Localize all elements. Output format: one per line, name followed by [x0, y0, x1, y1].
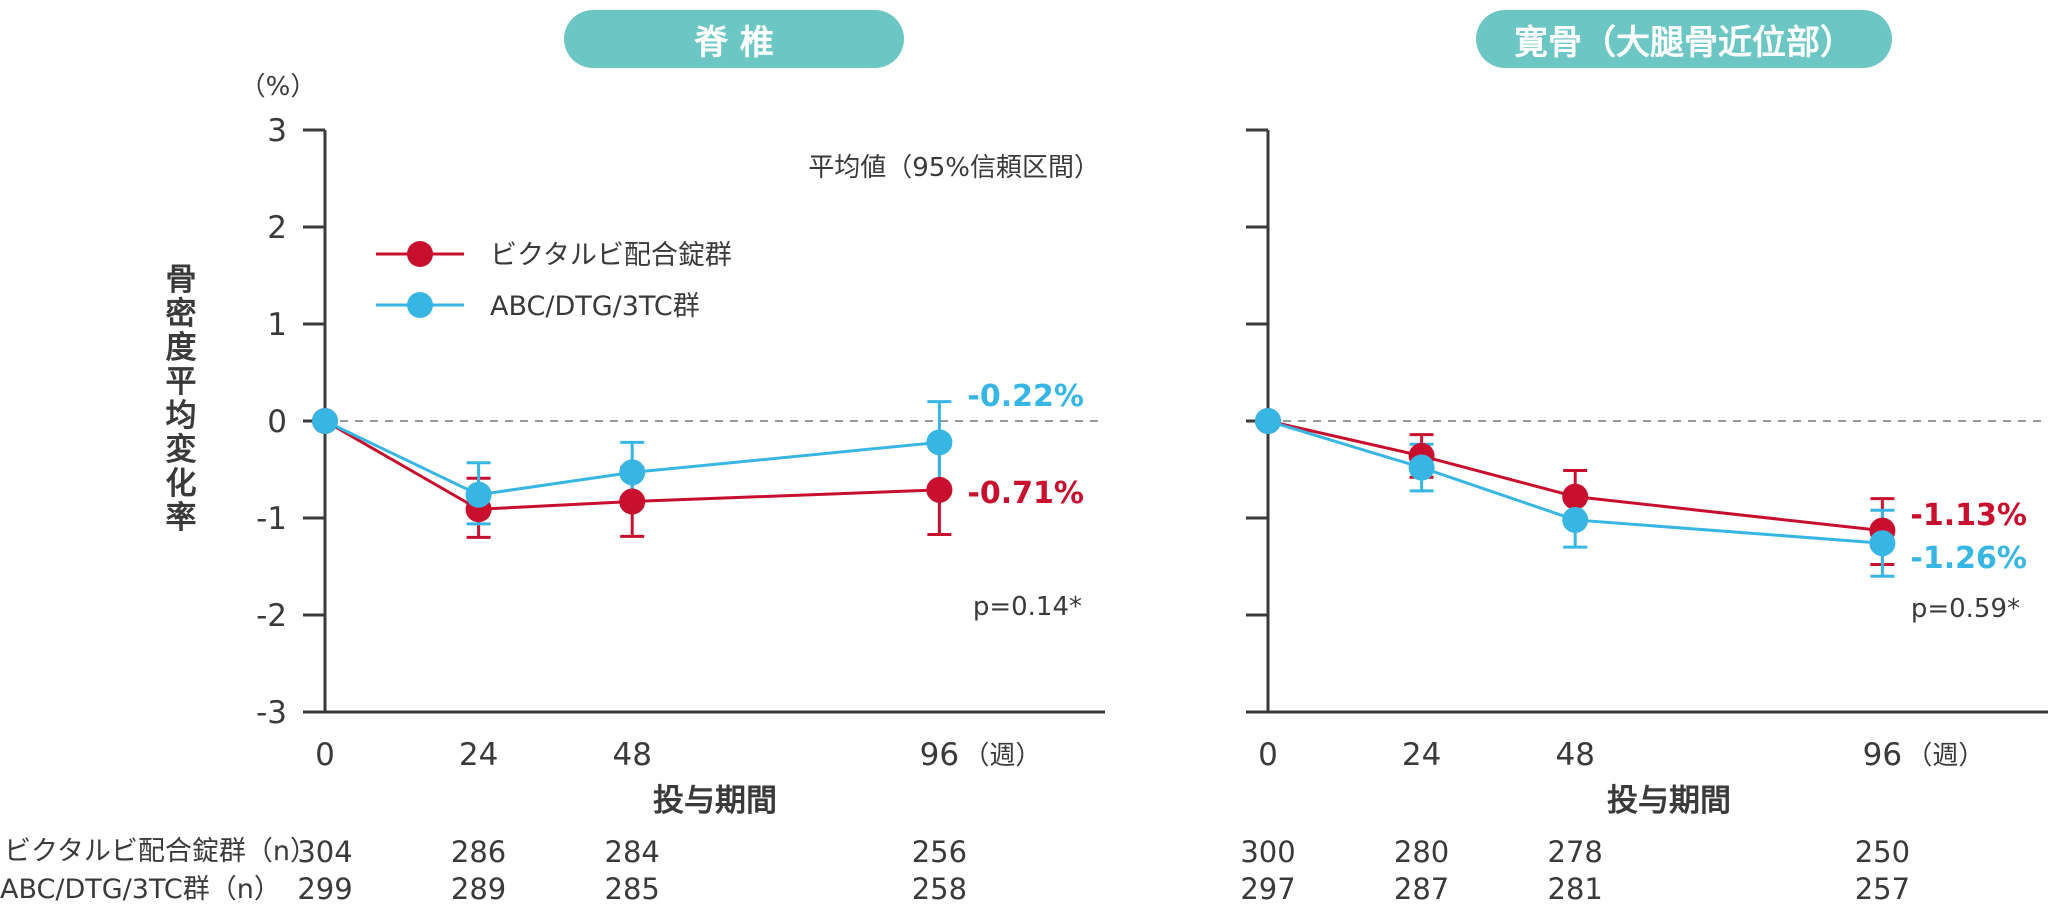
panel1-title-pill — [564, 10, 904, 68]
panel1-end-label-abc: -0.22% — [967, 379, 1084, 414]
panel2-p-value: p=0.59* — [1911, 594, 2020, 624]
panel1-y-tick-label: 3 — [267, 113, 287, 149]
legend-label-abc: ABC/DTG/3TC群 — [490, 291, 700, 322]
y-axis-unit: （%） — [240, 72, 317, 102]
panel2-title-pill — [1476, 10, 1892, 68]
n-row-label-bik: ビクタルビ配合錠群（n） — [4, 836, 317, 867]
panel1-n-at-risk-value: 286 — [451, 835, 506, 869]
panel1-y-tick-label: -2 — [256, 598, 287, 634]
panel2-x-tick-label: 96 — [1863, 737, 1902, 773]
panel2-point-abc — [1562, 506, 1589, 533]
panel2-n-at-risk-value: 300 — [1240, 835, 1295, 869]
panel1-line-bik — [324, 419, 940, 511]
panel1-x-tick-label: 48 — [612, 737, 651, 773]
panel2-x-tick-label: 24 — [1402, 737, 1441, 773]
panel2-point-abc — [1869, 530, 1896, 557]
y-axis-title-char: 密 — [166, 296, 197, 332]
panel2-n-at-risk-value: 278 — [1548, 835, 1603, 869]
panel1-point-abc — [312, 408, 338, 434]
n-row-label-abc: ABC/DTG/3TC群（n） — [0, 874, 281, 905]
panel1-n-at-risk-value: 289 — [451, 872, 506, 906]
legend-label-bik: ビクタルビ配合錠群 — [490, 240, 732, 271]
panel1-point-bik — [619, 488, 646, 515]
panel1-end-label-bik: -0.71% — [967, 476, 1084, 511]
panel1-n-at-risk-value: 304 — [297, 835, 352, 869]
y-axis-title-char: 変 — [166, 432, 197, 468]
panel1-x-tick-label: 24 — [459, 737, 498, 773]
panel1-n-at-risk-value: 284 — [605, 835, 660, 869]
panel2-n-at-risk-value: 297 — [1240, 872, 1295, 906]
panel2-x-unit: （週） — [1906, 741, 1984, 771]
panel1-y-tick-label: 2 — [267, 210, 287, 246]
panel2-n-at-risk-value: 281 — [1548, 872, 1603, 906]
panel2-point-bik — [1562, 483, 1589, 510]
panel1-x-tick-label: 96 — [920, 737, 959, 773]
panel2-n-at-risk-value: 250 — [1855, 835, 1910, 869]
panel1-point-abc — [619, 459, 646, 486]
panel2-line-abc — [1267, 419, 1883, 545]
y-axis-title-char: 率 — [166, 500, 197, 536]
panel2-n-at-risk-value: 280 — [1394, 835, 1449, 869]
panel1-p-value: p=0.14* — [973, 592, 1082, 622]
panel2-line-bik — [1267, 419, 1883, 533]
legend-note: 平均値（95%信頼区間） — [808, 153, 1100, 183]
panel1-x-unit: （週） — [963, 741, 1041, 771]
panel2-point-abc — [1255, 408, 1281, 434]
panel1-point-abc — [465, 481, 492, 508]
y-axis-title-char: 平 — [166, 364, 197, 400]
panel1-x-tick-label: 0 — [315, 737, 335, 773]
panel2-title: 寛骨（大腿骨近位部） — [1514, 23, 1854, 63]
panel1-point-bik — [926, 476, 953, 503]
panel1-title: 脊 椎 — [694, 23, 774, 63]
y-axis-title-char: 骨 — [166, 262, 197, 298]
panel2-end-label-abc: -1.26% — [1910, 541, 2027, 576]
panel1-y-tick-label: -3 — [256, 695, 287, 731]
panel1-y-tick-label: -1 — [256, 501, 287, 537]
y-axis-title-char: 化 — [166, 466, 197, 502]
panel2-x-title: 投与期間 — [1607, 783, 1731, 819]
panel2-n-at-risk-value: 287 — [1394, 872, 1449, 906]
panel2-x-tick-label: 0 — [1258, 737, 1278, 773]
panel1-n-at-risk-value: 285 — [605, 872, 660, 906]
panel1-line-abc — [324, 419, 940, 497]
y-axis-title-char: 度 — [166, 330, 197, 366]
panel2-n-at-risk-value: 257 — [1855, 872, 1910, 906]
panel1-point-abc — [926, 429, 953, 456]
panel1-y-tick-label: 1 — [267, 307, 287, 343]
panel1-x-title: 投与期間 — [653, 783, 777, 819]
panel1-n-at-risk-value: 256 — [912, 835, 967, 869]
panel2-end-label-bik: -1.13% — [1910, 498, 2027, 533]
panel1-y-tick-label: 0 — [267, 404, 287, 440]
y-axis-title-char: 均 — [166, 398, 197, 434]
panel2-point-abc — [1408, 454, 1435, 481]
legend-marker-abc — [407, 292, 433, 318]
panel1-n-at-risk-value: 299 — [297, 872, 352, 906]
panel2-x-tick-label: 48 — [1555, 737, 1594, 773]
panel1-n-at-risk-value: 258 — [912, 872, 967, 906]
legend-marker-bik — [407, 241, 433, 267]
